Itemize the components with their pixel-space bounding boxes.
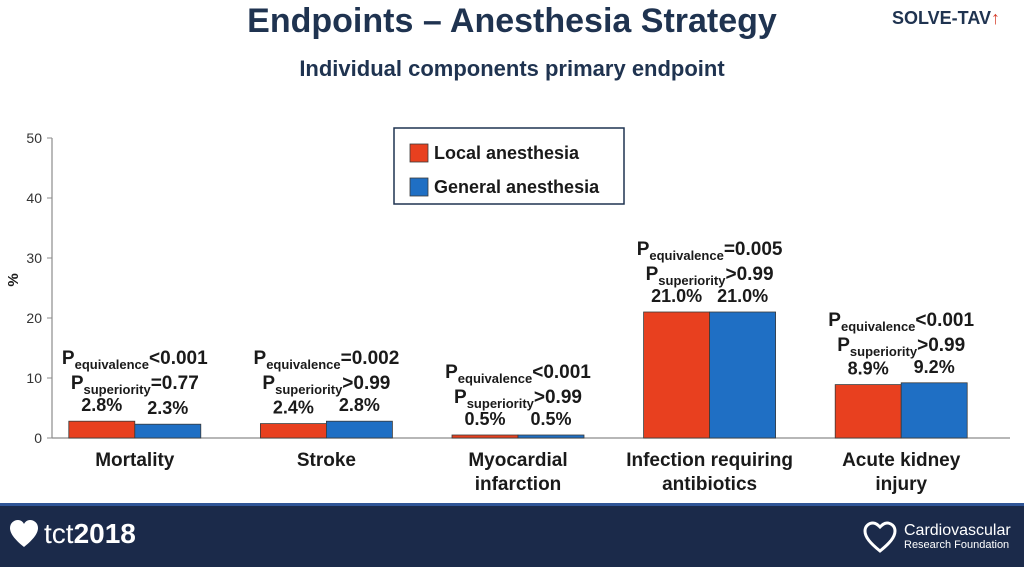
category-label: antibiotics	[662, 474, 757, 495]
legend-swatch	[409, 143, 429, 163]
y-tick-label: 20	[26, 310, 42, 326]
solve-tavi-logo: SOLVE-TAV↑	[892, 8, 1000, 29]
data-label: 8.9%	[848, 359, 889, 379]
data-label: 2.8%	[339, 395, 380, 415]
page-title: Endpoints – Anesthesia Strategy	[247, 2, 777, 40]
p-superiority-annotation: Psuperiority=0.77	[71, 373, 199, 397]
y-tick-label: 50	[26, 130, 42, 146]
crf-subtitle: Research Foundation	[904, 538, 1010, 551]
y-tick-label: 30	[26, 250, 42, 266]
category-label: infarction	[475, 474, 562, 495]
logo-arc-icon: ↑	[991, 8, 1000, 28]
bar-general-anesthesia	[517, 434, 585, 439]
bar-local-anesthesia	[68, 420, 136, 439]
p-equivalence-annotation: Pequivalence=0.002	[254, 348, 400, 372]
category-label: Myocardial	[468, 450, 567, 471]
category-label: Acute kidney	[842, 450, 961, 471]
bar-general-anesthesia	[709, 311, 776, 439]
crf-name: Cardiovascular	[904, 521, 1011, 539]
footer-stripe	[0, 503, 1024, 506]
tct-brand: tct	[44, 518, 74, 549]
logo-text: SOLVE-TAV	[892, 8, 991, 28]
data-label: 2.8%	[81, 395, 122, 415]
tct-heart-icon	[10, 520, 38, 547]
tct-logo: tct 2018	[8, 518, 136, 550]
legend-label: General anesthesia	[434, 177, 600, 197]
p-superiority-annotation: Psuperiority>0.99	[454, 387, 582, 411]
p-superiority-annotation: Psuperiority>0.99	[646, 264, 774, 288]
category-label: injury	[875, 474, 927, 495]
bar-general-anesthesia	[134, 423, 202, 439]
p-superiority-annotation: Psuperiority>0.99	[262, 373, 390, 397]
data-label: 21.0%	[717, 286, 768, 306]
bar-local-anesthesia	[259, 423, 327, 439]
p-equivalence-annotation: Pequivalence<0.001	[445, 362, 591, 386]
page-subtitle: Individual components primary endpoint	[299, 56, 725, 81]
tct-year: 2018	[73, 518, 136, 549]
bar-general-anesthesia	[900, 382, 968, 439]
data-label: 2.4%	[273, 398, 314, 418]
data-label: 21.0%	[651, 286, 702, 306]
data-label: 2.3%	[147, 398, 188, 418]
legend-label: Local anesthesia	[434, 143, 580, 163]
y-axis-label: %	[5, 273, 22, 286]
p-equivalence-annotation: Pequivalence<0.001	[62, 348, 208, 372]
legend-swatch	[409, 177, 429, 197]
y-tick-label: 0	[34, 430, 42, 446]
p-superiority-annotation: Psuperiority>0.99	[837, 335, 965, 359]
category-label: Infection requiring	[626, 450, 793, 471]
category-label: Mortality	[95, 450, 175, 471]
crf-heart-icon	[863, 521, 897, 553]
bar-local-anesthesia	[643, 311, 710, 439]
p-equivalence-annotation: Pequivalence<0.001	[828, 310, 974, 334]
footer-bar	[0, 503, 1024, 567]
p-equivalence-annotation: Pequivalence=0.005	[637, 239, 783, 263]
bar-general-anesthesia	[325, 420, 393, 439]
bar-chart: 0 10 20 30 40 50% 2.8% 2.3% Mortality Pequivalenc…	[5, 127, 1010, 495]
crf-logo: Cardiovascular Research Foundation	[862, 520, 1011, 554]
category-label: Stroke	[297, 450, 356, 471]
legend-box	[393, 127, 625, 205]
y-tick-label: 40	[26, 190, 42, 206]
data-label: 0.5%	[464, 409, 505, 429]
data-label: 0.5%	[530, 409, 571, 429]
bar-local-anesthesia	[834, 384, 902, 439]
bar-local-anesthesia	[451, 434, 519, 439]
data-label: 9.2%	[914, 357, 955, 377]
y-tick-label: 10	[26, 370, 42, 386]
